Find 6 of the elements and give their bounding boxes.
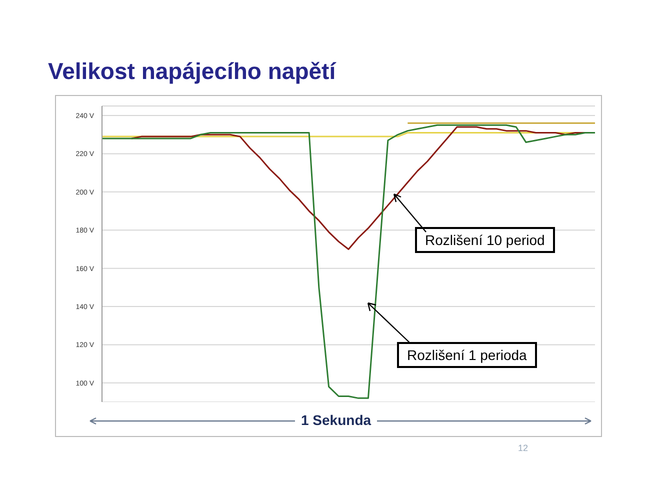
annotation: Rozlišení 1 perioda [397,342,537,368]
annotation: Rozlišení 10 period [415,227,555,253]
line-series [102,124,595,399]
chart-title: Velikost napájecího napětí [48,58,336,85]
text: 1 Sekunda [295,412,378,428]
text: 12 [518,443,528,453]
